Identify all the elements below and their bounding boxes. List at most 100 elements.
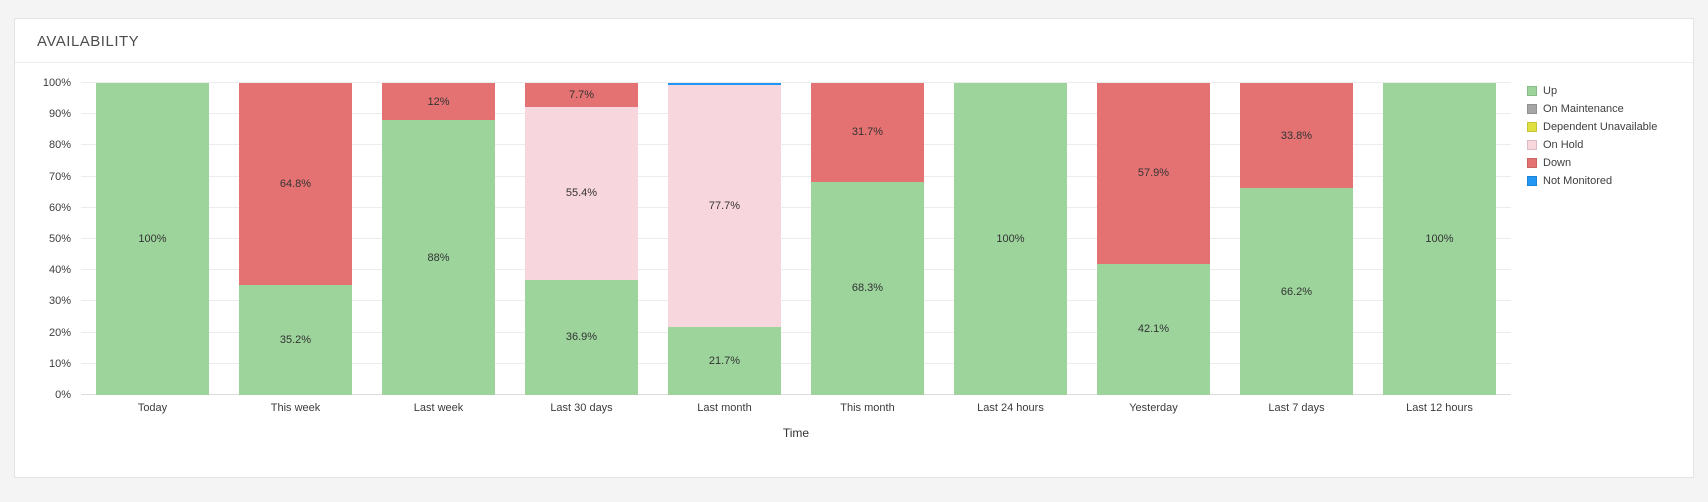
segment-value-label: 88% <box>427 251 450 264</box>
gridline <box>81 300 1511 302</box>
segment-value-label: 55.4% <box>565 187 598 200</box>
legend-swatch <box>1527 104 1537 114</box>
segment-down[interactable]: 12% <box>382 83 495 121</box>
segment-value-label: 21.7% <box>708 355 741 368</box>
segment-down[interactable]: 64.8% <box>239 83 352 286</box>
segment-on-hold[interactable]: 55.4% <box>525 107 638 280</box>
legend-label: Not Monitored <box>1543 175 1613 187</box>
legend-label: Dependent Unavailable <box>1543 121 1658 133</box>
segment-value-label: 31.7% <box>851 126 884 139</box>
y-axis-tick: 70% <box>48 170 71 183</box>
x-axis-label: This week <box>270 402 321 414</box>
segment-value-label: 100% <box>996 233 1025 245</box>
legend: Up On Maintenance Dependent Unavailable On … <box>1511 83 1687 193</box>
bars: 100% 35.2% 64.8% 88% 12% 36.9% 55.4% 7.7% 21.7% 7… <box>81 83 1511 395</box>
x-axis-label: Today <box>137 402 168 414</box>
legend-swatch <box>1527 140 1537 150</box>
bar-column-yesterday: 42.1% 57.9% <box>1082 83 1225 395</box>
legend-item-not-monitored[interactable]: Not Monitored <box>1527 175 1687 187</box>
bar-column-last-7-days: 66.2% 33.8% <box>1225 83 1368 395</box>
bar-column-this-week: 35.2% 64.8% <box>224 83 367 395</box>
stacked-bar: 42.1% 57.9% <box>1097 83 1210 395</box>
stacked-bar: 100% <box>954 83 1067 395</box>
availability-widget: AVAILABILITY 0% 10% 20% 30% 40% 50% 60% 70% 80% 9… <box>14 18 1694 478</box>
segment-on-hold[interactable]: 77.7% <box>668 84 781 328</box>
segment-up[interactable]: 88% <box>382 120 495 395</box>
y-axis-tick: 0% <box>55 389 71 401</box>
y-axis-tick: 40% <box>48 264 71 277</box>
segment-value-label: 77.7% <box>708 200 741 213</box>
legend-item-on-hold[interactable]: On Hold <box>1527 139 1687 151</box>
bar-column-last-30-days: 36.9% 55.4% 7.7% <box>510 83 653 395</box>
gridline <box>81 144 1511 146</box>
y-axis-tick: 30% <box>48 295 71 308</box>
legend-label: On Maintenance <box>1543 103 1624 115</box>
segment-down[interactable]: 7.7% <box>525 83 638 108</box>
segment-value-label: 100% <box>1425 233 1454 245</box>
segment-up[interactable]: 36.9% <box>525 279 638 395</box>
gridline <box>81 238 1511 239</box>
bar-column-last-12-hours: 100% <box>1368 83 1511 395</box>
x-axis-label: Last week <box>413 402 464 414</box>
segment-not-monitored[interactable] <box>668 83 781 85</box>
x-axis-label: Last 30 days <box>550 402 613 414</box>
stacked-bar: 100% <box>1383 83 1496 395</box>
plot-area: 100% 35.2% 64.8% 88% 12% 36.9% 55.4% 7.7% 21.7% 7… <box>81 82 1511 395</box>
segment-value-label: 33.8% <box>1280 129 1313 142</box>
segment-up[interactable]: 68.3% <box>811 181 924 395</box>
x-axis-title: Time <box>782 426 810 440</box>
y-axis-tick: 80% <box>48 139 71 152</box>
segment-up[interactable]: 35.2% <box>239 285 352 395</box>
legend-item-dependent-unavailable[interactable]: Dependent Unavailable <box>1527 121 1687 133</box>
segment-up[interactable]: 66.2% <box>1240 188 1353 395</box>
gridline <box>81 206 1511 208</box>
legend-swatch <box>1527 176 1537 186</box>
segment-value-label: 7.7% <box>568 89 595 102</box>
stacked-bar: 66.2% 33.8% <box>1240 83 1353 395</box>
y-axis-tick: 60% <box>48 201 71 214</box>
gridline <box>81 394 1511 395</box>
x-axis-label: This month <box>840 402 895 414</box>
segment-value-label: 35.2% <box>279 334 312 347</box>
segment-up[interactable]: 42.1% <box>1097 263 1210 395</box>
availability-chart: 0% 10% 20% 30% 40% 50% 60% 70% 80% 90% 100% 100% 35… <box>15 63 1693 440</box>
legend-item-on-maintenance[interactable]: On Maintenance <box>1527 103 1687 115</box>
y-axis-tick: 50% <box>48 233 71 245</box>
x-axis-label: Yesterday <box>1129 402 1178 414</box>
segment-up[interactable]: 21.7% <box>668 327 781 395</box>
gridline <box>81 82 1511 83</box>
legend-label: Down <box>1543 157 1572 169</box>
gridline <box>81 331 1511 333</box>
widget-title: AVAILABILITY <box>37 33 140 50</box>
segment-value-label: 100% <box>138 233 167 245</box>
segment-value-label: 64.8% <box>279 178 312 191</box>
segment-down[interactable]: 31.7% <box>811 83 924 182</box>
widget-header: AVAILABILITY <box>15 19 1693 63</box>
x-labels: Today This week Last week Last 30 days Last … <box>81 402 1511 414</box>
legend-item-down[interactable]: Down <box>1527 157 1687 169</box>
gridline <box>81 362 1511 364</box>
legend-swatch <box>1527 86 1537 96</box>
legend-label: On Hold <box>1543 139 1584 151</box>
segment-down[interactable]: 33.8% <box>1240 83 1353 189</box>
stacked-bar: 21.7% 77.7% <box>668 83 781 395</box>
gridline <box>81 269 1511 271</box>
bar-column-last-24-hours: 100% <box>939 83 1082 395</box>
segment-value-label: 57.9% <box>1137 167 1170 180</box>
segment-down[interactable]: 57.9% <box>1097 83 1210 264</box>
bar-column-today: 100% <box>81 83 224 395</box>
segment-up[interactable]: 100% <box>954 83 1067 395</box>
segment-value-label: 36.9% <box>565 331 598 344</box>
stacked-bar: 100% <box>96 83 209 395</box>
x-axis-label: Last 7 days <box>1268 402 1325 414</box>
legend-swatch <box>1527 122 1537 132</box>
segment-up[interactable]: 100% <box>1383 83 1496 395</box>
legend-item-up[interactable]: Up <box>1527 85 1687 97</box>
x-axis-label: Last 12 hours <box>1406 402 1473 414</box>
bar-column-last-week: 88% 12% <box>367 83 510 395</box>
segment-value-label: 66.2% <box>1280 285 1313 298</box>
gridline <box>81 175 1511 177</box>
y-axis-tick: 90% <box>48 108 71 121</box>
segment-value-label: 68.3% <box>851 282 884 295</box>
segment-up[interactable]: 100% <box>96 83 209 395</box>
